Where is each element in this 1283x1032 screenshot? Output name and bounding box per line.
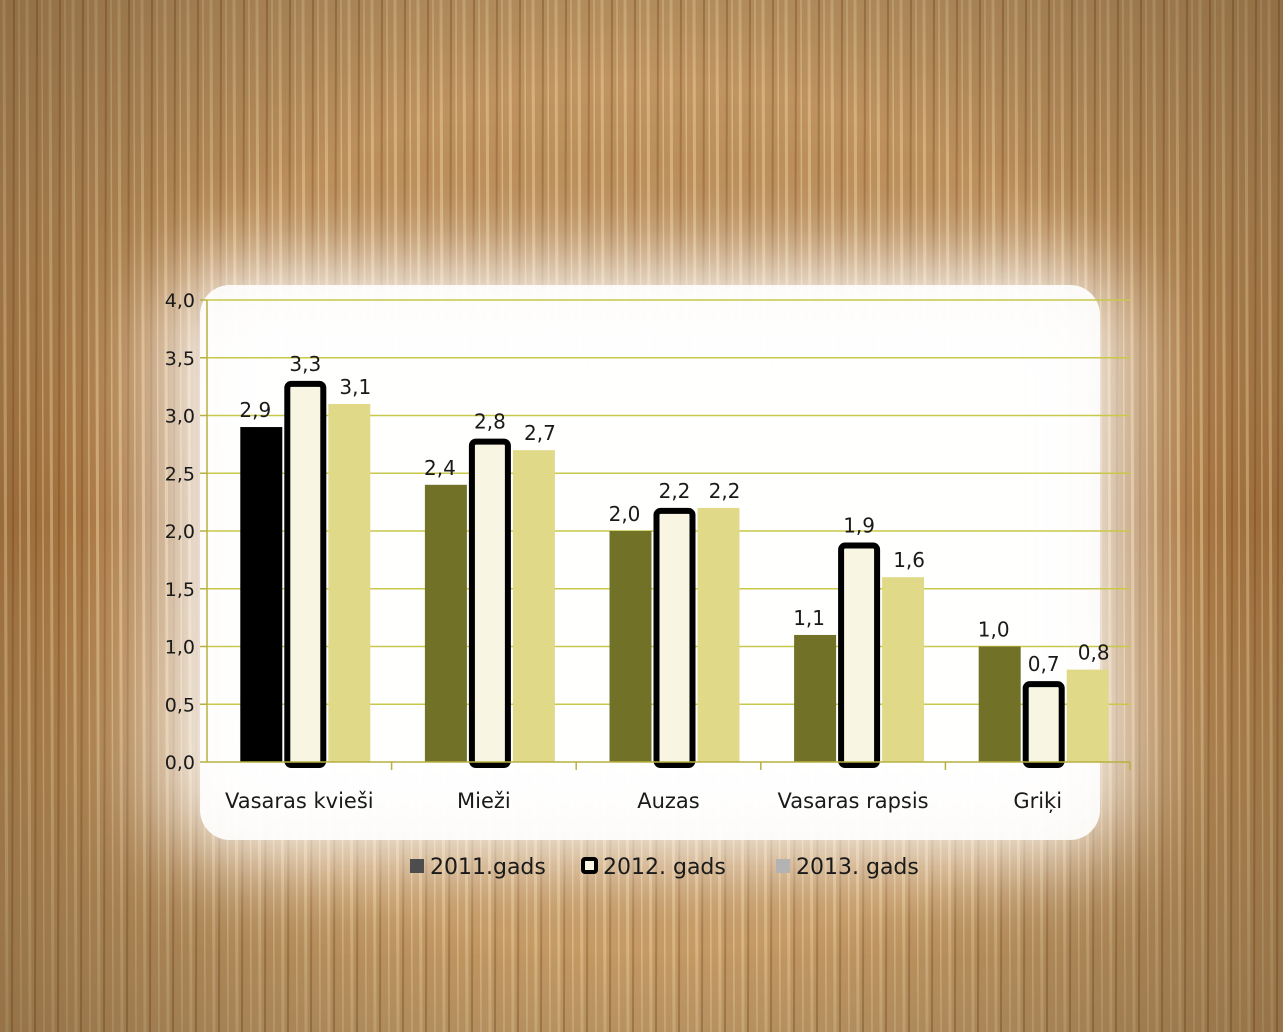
data-label: 1,0	[978, 618, 1010, 642]
x-tick-label: Vasaras rapsis	[778, 789, 929, 813]
bar-2012-3	[838, 542, 881, 768]
x-axis: Vasaras kvieši Mieži Auzas Vasaras rapsis Gr…	[207, 761, 1131, 813]
bar-2012-0	[284, 380, 327, 768]
y-tick-label: 1,5	[165, 579, 195, 601]
bar-2011-2	[609, 531, 652, 762]
bar-2013-3	[882, 577, 925, 762]
data-label: 3,3	[289, 352, 321, 376]
y-tick-label: 4,0	[165, 290, 195, 312]
legend: 2011.gads 2012. gads 2013. gads	[410, 855, 919, 880]
bar-2012-4	[1022, 681, 1065, 769]
legend-label-2: 2013. gads	[796, 855, 919, 880]
data-label: 0,7	[1028, 652, 1060, 676]
data-label: 2,4	[424, 456, 456, 480]
bar-2011-1	[424, 484, 467, 762]
bar-2013-4	[1066, 669, 1109, 762]
legend-label-0: 2011.gads	[430, 855, 546, 880]
bar-2013-2	[697, 507, 740, 762]
legend-label-1: 2012. gads	[603, 855, 726, 880]
data-label: 1,6	[893, 548, 925, 572]
data-label: 2,2	[709, 479, 741, 503]
x-tick-label: Vasaras kvieši	[225, 789, 374, 813]
data-label: 0,8	[1078, 641, 1110, 665]
legend-swatch-1	[581, 857, 598, 874]
bars	[240, 380, 1109, 769]
y-tick-label: 3,5	[165, 348, 195, 370]
y-tick-label: 1,0	[165, 637, 195, 659]
x-tick-label: Mieži	[457, 789, 511, 813]
data-labels: 2,9 3,3 3,1 2,4 2,8 2,7 2,0 2,2 2,2 1,1 1,9 1,6 1,0 0…	[239, 352, 1109, 676]
bar-2012-1	[468, 438, 511, 768]
bar-2011-0	[240, 427, 283, 762]
data-label: 2,0	[609, 502, 641, 526]
data-label: 1,9	[843, 514, 875, 538]
y-tick-label: 0,5	[165, 694, 195, 716]
y-axis: 0,0 0,5 1,0 1,5 2,0 2,5 3,0 3,5 4,0	[165, 290, 208, 774]
legend-swatch-0	[410, 859, 424, 873]
x-tick-label: Auzas	[637, 789, 700, 813]
x-tick-label: Griķi	[1013, 789, 1062, 813]
data-label: 3,1	[339, 375, 371, 399]
bar-2013-1	[512, 450, 555, 762]
legend-swatch-2	[776, 859, 790, 873]
y-tick-label: 2,0	[165, 521, 195, 543]
bar-2013-0	[328, 403, 371, 762]
bar-2011-4	[978, 646, 1021, 762]
data-label: 2,2	[659, 479, 691, 503]
bar-2011-3	[794, 634, 837, 762]
y-tick-label: 0,0	[165, 752, 195, 774]
y-tick-label: 3,0	[165, 406, 195, 428]
y-tick-label: 2,5	[165, 463, 195, 485]
bar-2012-2	[653, 507, 696, 768]
data-label: 2,8	[474, 410, 506, 434]
data-label: 1,1	[793, 606, 825, 630]
data-label: 2,9	[239, 398, 271, 422]
data-label: 2,7	[524, 421, 556, 445]
